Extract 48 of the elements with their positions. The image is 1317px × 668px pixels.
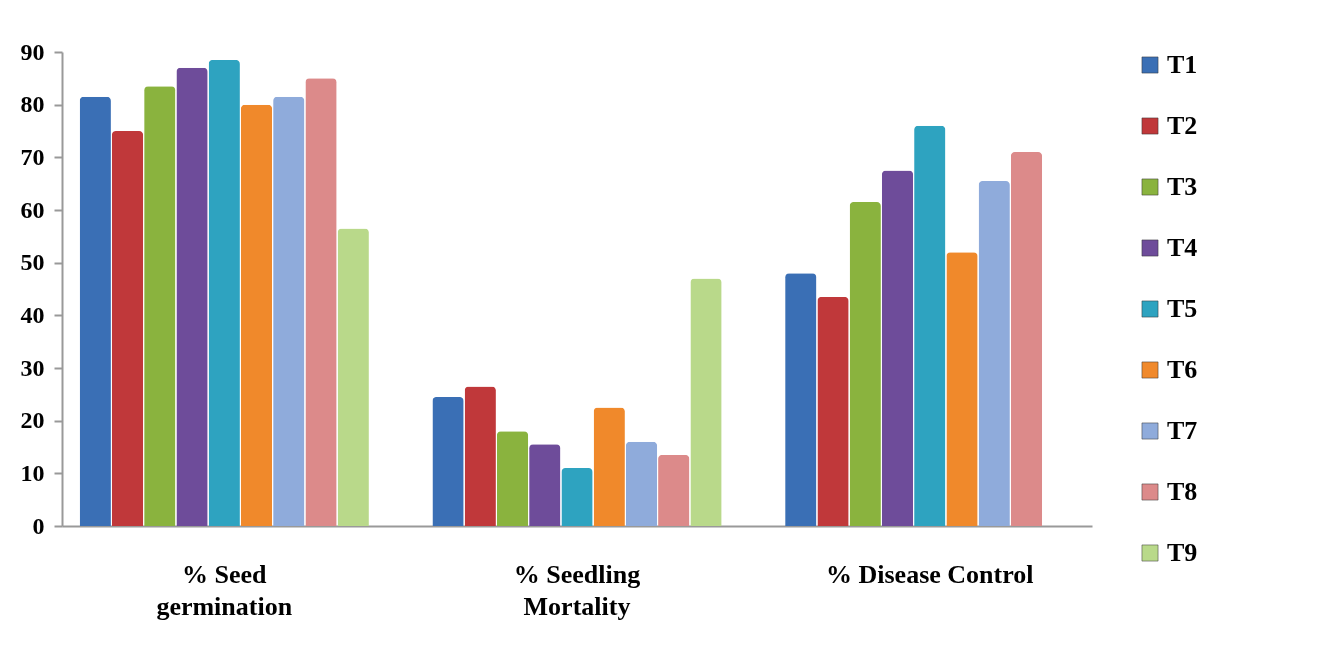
bar	[432, 396, 464, 526]
y-tick-label: 40	[20, 301, 45, 328]
bar	[273, 96, 305, 526]
legend-label: T9	[1167, 538, 1198, 567]
y-tick-label: 30	[20, 354, 45, 381]
bar	[593, 407, 625, 526]
legend-label: T6	[1167, 355, 1198, 384]
bar	[529, 444, 561, 526]
bar	[111, 131, 144, 526]
bar	[464, 386, 496, 526]
legend-label: T5	[1167, 294, 1198, 323]
bar	[496, 431, 529, 526]
y-tick-label: 10	[20, 459, 45, 486]
legend-label: T4	[1167, 233, 1198, 262]
bar	[914, 125, 946, 526]
bar	[561, 468, 593, 526]
y-tick-label: 90	[20, 38, 45, 65]
legend-label: T1	[1167, 50, 1198, 79]
bar	[240, 104, 273, 526]
x-tick-label: % Seedling Mortality	[513, 559, 641, 621]
x-tick-label: % Disease Control	[825, 559, 1034, 589]
y-tick-label: 80	[20, 91, 45, 118]
bar	[79, 96, 111, 526]
bar	[881, 170, 914, 526]
bar	[625, 441, 658, 526]
bar	[305, 78, 337, 526]
bar	[978, 181, 1010, 526]
legend-label: T8	[1167, 477, 1198, 506]
bar	[658, 454, 690, 526]
bar	[690, 278, 722, 526]
bar	[176, 67, 208, 526]
y-tick-label: 70	[20, 143, 45, 170]
bar	[208, 59, 240, 526]
bar	[785, 273, 817, 526]
x-tick-label: % Seed germination	[156, 559, 293, 621]
legend-label: T2	[1167, 111, 1198, 140]
bar	[337, 228, 369, 526]
y-tick-label: 50	[20, 249, 45, 276]
y-tick-label: 0	[32, 512, 45, 539]
legend-label: T7	[1167, 416, 1198, 445]
y-tick-label: 20	[20, 407, 45, 434]
bar	[144, 86, 176, 526]
bar	[849, 202, 881, 526]
bar	[817, 296, 849, 526]
legend-label: T3	[1167, 172, 1198, 201]
y-tick-label: 60	[20, 196, 45, 223]
bar	[946, 252, 978, 526]
bar	[1010, 152, 1043, 526]
